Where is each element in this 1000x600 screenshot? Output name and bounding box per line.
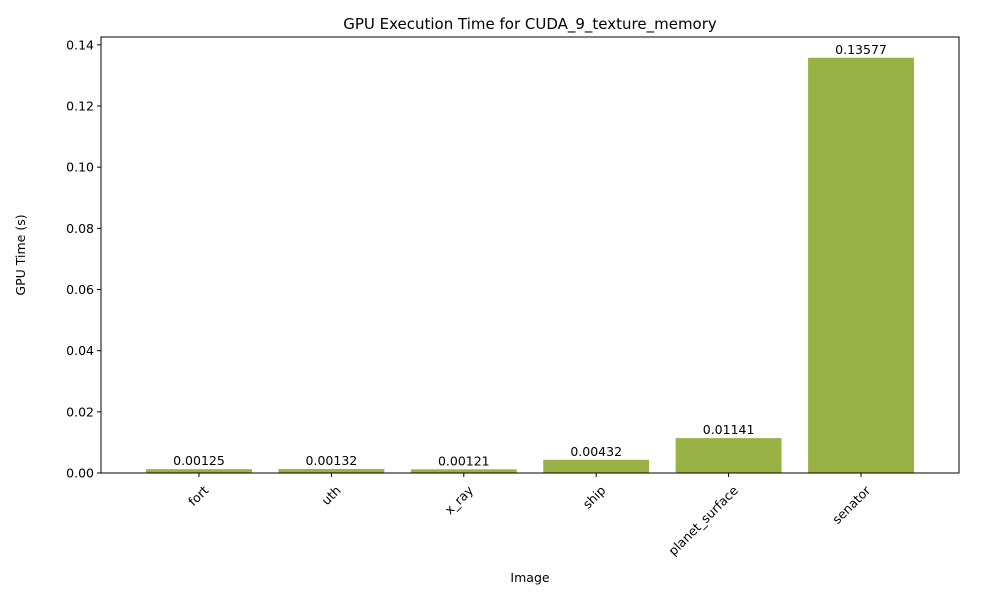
bar-uth [278,468,385,473]
y-tick-label: 0.06 [66,282,94,297]
bars-group [146,57,914,474]
plot-frame [100,36,960,474]
y-axis: 0.00 0.02 0.04 0.06 0.08 0.10 0.12 0.14 [66,37,101,481]
y-tick-label: 0.08 [66,221,94,236]
x-axis-label: Image [510,570,549,585]
y-axis-label: GPU Time (s) [13,214,28,295]
data-label-x_ray: 0.00121 [438,453,490,468]
x-tick-label-ship: ship [580,483,609,512]
bar-senator [808,57,914,474]
data-label-fort: 0.00125 [173,453,225,468]
y-tick-label: 0.12 [66,98,94,113]
data-label-senator: 0.13577 [835,42,887,57]
x-tick-label-x_ray: x_ray [442,482,477,517]
x-tick-label-senator: senator [829,482,874,527]
bar-ship [543,459,650,473]
y-tick-label: 0.14 [66,37,94,52]
bar-x_ray [410,469,517,473]
bar-planet_surface [675,438,782,473]
y-tick-label: 0.10 [66,160,94,175]
chart-title: GPU Execution Time for CUDA_9_texture_me… [343,15,717,34]
y-tick-label: 0.02 [66,404,94,419]
bar-fort [146,469,252,473]
data-label-uth: 0.00132 [306,453,358,468]
x-axis: fort uth x_ray ship planet_surface senator [185,473,874,558]
y-tick-label: 0.00 [66,466,94,481]
data-labels-group: 0.00125 0.00132 0.00121 0.00432 0.01141 0.135… [173,42,887,469]
x-tick-label-fort: fort [185,483,211,509]
data-label-planet_surface: 0.01141 [703,422,755,437]
data-label-ship: 0.00432 [570,444,622,459]
x-tick-label-planet_surface: planet_surface [665,482,741,558]
y-tick-label: 0.04 [66,343,94,358]
x-tick-label-uth: uth [318,483,343,508]
